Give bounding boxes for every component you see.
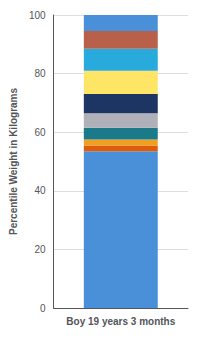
- svg-text:60: 60: [34, 127, 46, 138]
- svg-text:Percentile Weight in Kilograms: Percentile Weight in Kilograms: [8, 88, 19, 236]
- svg-text:Boy 19 years 3 months: Boy 19 years 3 months: [66, 316, 175, 327]
- svg-text:20: 20: [34, 244, 46, 255]
- svg-text:80: 80: [34, 68, 46, 79]
- svg-text:0: 0: [40, 303, 46, 314]
- svg-text:100: 100: [29, 10, 46, 21]
- svg-text:40: 40: [34, 185, 46, 196]
